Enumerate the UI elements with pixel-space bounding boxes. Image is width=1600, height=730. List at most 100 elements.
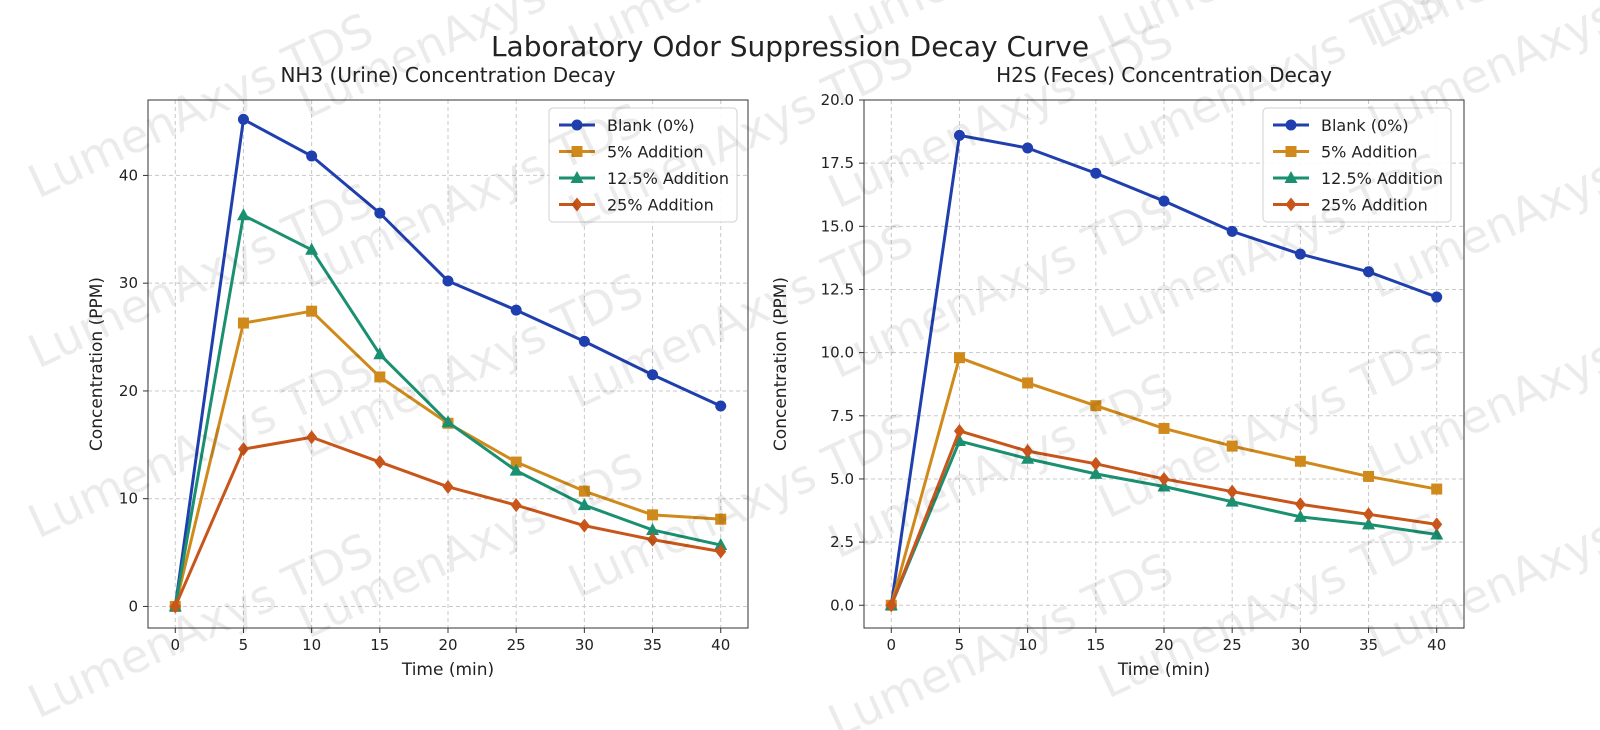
x-tick-label: 0 (886, 636, 896, 654)
data-point (236, 208, 250, 221)
x-tick-label: 35 (643, 636, 662, 654)
data-point (373, 347, 387, 360)
legend-item: 5% Addition (559, 143, 704, 162)
legend-label: 12.5% Addition (607, 169, 729, 188)
data-point (647, 532, 659, 547)
legend-label: Blank (0%) (1321, 116, 1409, 135)
data-point (306, 430, 318, 445)
data-point (1090, 456, 1102, 471)
x-tick-label: 0 (170, 636, 180, 654)
x-tick-label: 20 (438, 636, 457, 654)
legend-marker (1285, 197, 1297, 212)
data-point (647, 369, 659, 381)
legend-item: Blank (0%) (559, 116, 695, 135)
x-tick-label: 25 (1223, 636, 1242, 654)
x-tick-label: 25 (507, 636, 526, 654)
data-point (1226, 225, 1238, 237)
data-point (1022, 377, 1034, 389)
data-point (441, 415, 455, 428)
data-point (1431, 291, 1443, 303)
y-tick-label: 2.5 (830, 533, 854, 551)
legend-box (548, 107, 738, 223)
y-tick-label: 10 (119, 490, 138, 508)
y-tick-label: 40 (119, 166, 138, 184)
legend-item: 25% Addition (1273, 196, 1428, 215)
data-point (1158, 422, 1170, 434)
data-point (1294, 455, 1306, 467)
x-tick-label: 40 (711, 636, 730, 654)
data-point (1363, 470, 1375, 482)
data-point (1090, 400, 1102, 412)
data-point (1363, 507, 1375, 522)
legend-item: Blank (0%) (1273, 116, 1409, 135)
x-tick-label: 5 (955, 636, 965, 654)
legend-item: 25% Addition (559, 196, 714, 215)
x-tick-label: 30 (575, 636, 594, 654)
data-point (715, 513, 727, 525)
data-point (1158, 471, 1170, 486)
legend-item: 5% Addition (1273, 143, 1418, 162)
series-twelve (884, 434, 1444, 611)
y-tick-label: 20 (119, 382, 138, 400)
y-tick-label: 0 (128, 597, 138, 615)
chart-title: H2S (Feces) Concentration Decay (996, 63, 1332, 87)
data-point (578, 518, 590, 533)
data-point (715, 400, 727, 412)
data-point (1430, 527, 1444, 540)
data-point (715, 544, 727, 559)
y-tick-label: 17.5 (821, 154, 854, 172)
legend-label: 5% Addition (607, 143, 704, 162)
data-point (953, 352, 965, 364)
y-tick-label: 7.5 (830, 407, 854, 425)
data-point (1022, 142, 1034, 154)
legend-label: 25% Addition (1321, 196, 1428, 215)
data-point (1158, 195, 1170, 207)
data-point (1226, 440, 1238, 452)
data-point (509, 463, 523, 476)
x-axis-label: Time (min) (1117, 660, 1210, 680)
y-axis-label: Concentration (PPM) (87, 277, 107, 451)
data-point (714, 538, 728, 551)
x-tick-label: 10 (1018, 636, 1037, 654)
y-tick-label: 5.0 (830, 470, 854, 488)
data-point (953, 129, 965, 141)
legend: Blank (0%) 5% Addition 12.5% Addition 25% A… (548, 107, 738, 223)
data-point (306, 150, 318, 162)
figure-title: Laboratory Odor Suppression Decay Curve (491, 30, 1089, 63)
data-point (169, 599, 181, 614)
data-point (510, 498, 522, 513)
data-point (1294, 497, 1306, 512)
data-point (885, 598, 897, 613)
legend-box (1262, 107, 1452, 223)
data-point (237, 317, 249, 329)
legend-marker (571, 146, 583, 157)
legend-label: 5% Addition (1321, 143, 1418, 162)
data-point (1363, 266, 1375, 278)
data-point (953, 423, 965, 438)
legend-marker (1284, 171, 1298, 183)
data-point (1294, 248, 1306, 260)
legend-marker (1285, 119, 1297, 131)
series-twelve (168, 208, 728, 612)
data-point (647, 509, 659, 521)
data-point (1225, 494, 1239, 507)
nh3-chart: NH3 (Urine) Concentration Decay 0 5 10 15 20 2… (87, 63, 749, 680)
y-tick-label: 0.0 (830, 596, 854, 614)
legend-label: Blank (0%) (607, 116, 695, 135)
data-point (374, 455, 386, 470)
legend-item: 12.5% Addition (1273, 169, 1443, 188)
x-tick-label: 20 (1154, 636, 1173, 654)
data-point (510, 456, 522, 468)
x-tick-label: 15 (1086, 636, 1105, 654)
x-tick-label: 5 (239, 636, 249, 654)
legend-marker (1285, 146, 1297, 157)
series-twentyfive (169, 430, 727, 614)
data-point (1226, 484, 1238, 499)
data-point (577, 498, 591, 511)
x-tick-label: 35 (1359, 636, 1378, 654)
series-twentyfive (885, 423, 1443, 613)
legend-label: 25% Addition (607, 196, 714, 215)
data-point (1431, 483, 1443, 495)
legend-marker (571, 119, 583, 131)
